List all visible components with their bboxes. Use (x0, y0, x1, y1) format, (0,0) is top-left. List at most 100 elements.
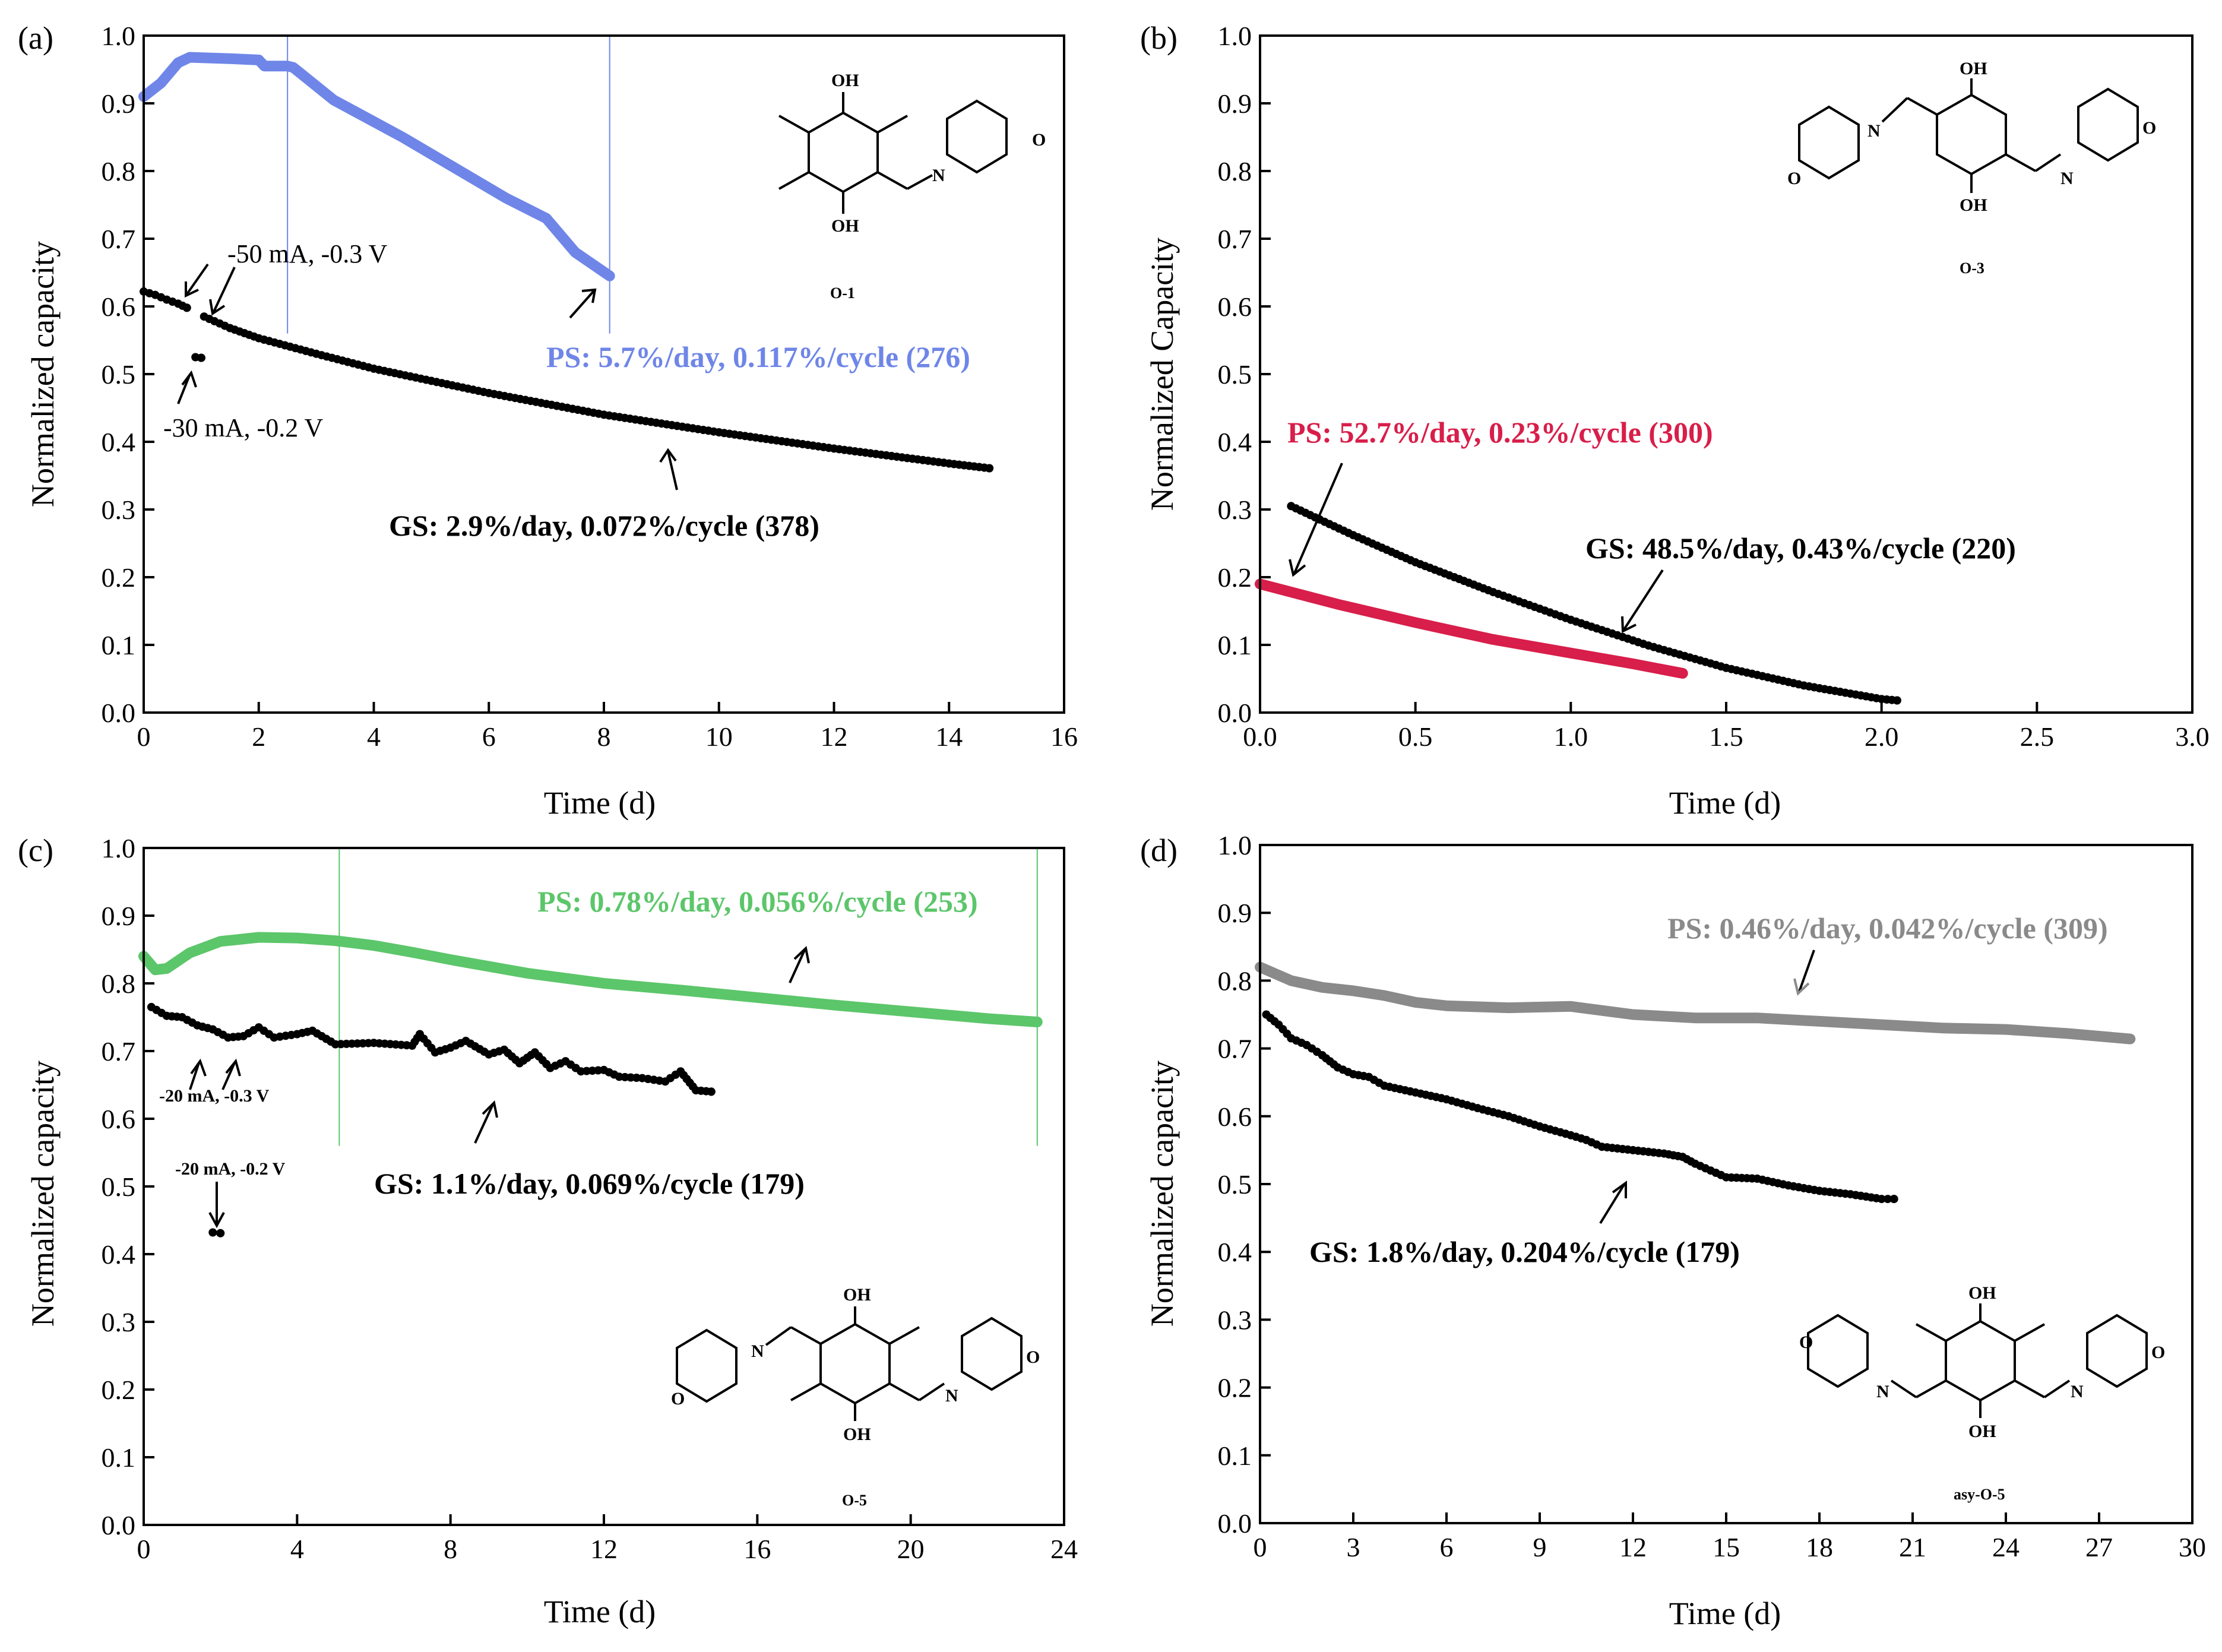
panel-b-plot (1255, 502, 1901, 705)
panel-a: (a) Normalized capacity Time (d) 0 2 4 6 8 10… (18, 20, 1078, 821)
panel-b-ytick-label: 0.0 (1218, 698, 1252, 728)
panel-a-mol-oh-bottom: OH (831, 216, 859, 236)
panel-c-xtick-label: 20 (897, 1534, 925, 1564)
panel-a-ytick-label: 0.0 (102, 698, 136, 728)
panel-c-ytick-label: 0.4 (102, 1239, 136, 1270)
panel-d-series-gs (1262, 1010, 1898, 1204)
panel-b-mol-label: O-3 (1960, 259, 1984, 277)
panel-b-xtick-label: 1.0 (1554, 721, 1588, 752)
panel-b-ticks: 0.0 0.5 1.0 1.5 2.0 2.5 3.0 0.0 0.1 0.2 0.3 0.4 0.5 0… (1218, 21, 2210, 752)
panel-a-mol-oh-top: OH (831, 71, 859, 90)
panel-b: (b) Normalized Capacity Time (d) 0.0 0.5 1… (1140, 20, 2210, 821)
panel-c-series-ps (138, 932, 1043, 1027)
panel-c-xtick-label: 12 (590, 1534, 618, 1564)
panel-a-mol-o: O (1032, 130, 1046, 150)
panel-d-xtick-label: 0 (1254, 1532, 1267, 1562)
panel-a-ytick-label: 0.4 (102, 427, 136, 457)
panel-b-mol-o-left: O (1787, 169, 1801, 188)
panel-b-ytick-label: 0.7 (1218, 224, 1252, 254)
panel-c-mol-oh-bottom: OH (843, 1425, 871, 1444)
panel-b-ps-annotation: PS: 52.7%/day, 0.23%/cycle (300) (1287, 416, 1713, 449)
panel-a-ytick-label: 0.2 (102, 562, 136, 593)
panel-b-ytick-label: 0.8 (1218, 156, 1252, 186)
panel-a-mol-label: O-1 (830, 284, 855, 302)
panel-d-tag: (d) (1140, 833, 1178, 868)
panel-a-xtick-label: 8 (597, 721, 611, 752)
panel-d-xtick-label: 21 (1899, 1532, 1926, 1562)
panel-a-ytick-label: 1.0 (102, 21, 136, 51)
panel-c-arrows (189, 946, 810, 1229)
panel-c-molecule: OH OH N O N O O-5 (671, 1285, 1040, 1509)
panel-c-condition-2: -20 mA, -0.2 V (175, 1159, 286, 1179)
panel-b-gs-annotation: GS: 48.5%/day, 0.43%/cycle (220) (1585, 531, 2016, 565)
panel-a-xtick-label: 6 (482, 721, 496, 752)
panel-d-xtick-label: 12 (1619, 1532, 1647, 1562)
panel-d-data-point (1889, 1195, 1898, 1204)
panel-b-ytick-label: 0.4 (1218, 427, 1252, 457)
panel-b-arrows (1289, 463, 1664, 634)
panel-b-mol-oh-bottom: OH (1960, 195, 1987, 215)
panel-a-data-point (985, 464, 994, 473)
panel-c-series-gs-drop (208, 1228, 225, 1238)
panel-b-mol-n-left: N (1868, 121, 1881, 141)
panel-a-frame (143, 34, 1065, 714)
panel-b-tag: (b) (1140, 20, 1178, 56)
panel-d-data-point (1877, 1195, 1886, 1204)
panel-c-data-point (707, 1087, 716, 1096)
panel-a-xtick-label: 16 (1050, 721, 1078, 752)
panel-c-xtick-label: 4 (290, 1534, 304, 1564)
panel-b-mol-n-right: N (2060, 169, 2074, 188)
panel-d-molecule: OH OH N O N O asy-O-5 (1799, 1283, 2165, 1503)
panel-a-gs-annotation: GS: 2.9%/day, 0.072%/cycle (378) (389, 509, 819, 542)
panel-d-xtick-label: 6 (1440, 1532, 1454, 1562)
panel-d-xtick-label: 24 (1992, 1532, 2020, 1562)
panel-d-ytick-label: 0.6 (1218, 1102, 1252, 1132)
panel-c-mol-oh-top: OH (843, 1285, 871, 1305)
panel-c-gs-annotation: GS: 1.1%/day, 0.069%/cycle (179) (374, 1167, 805, 1200)
panel-d-ylabel: Normalized capacity (1144, 1061, 1180, 1327)
panel-c-plot (138, 848, 1043, 1238)
panel-d-ytick-label: 1.0 (1218, 830, 1252, 860)
panel-b-ytick-label: 1.0 (1218, 21, 1252, 51)
panel-c-xtick-label: 16 (743, 1534, 771, 1564)
panel-c-xtick-label: 0 (137, 1534, 151, 1564)
panel-c-condition-1: -20 mA, -0.3 V (159, 1086, 270, 1106)
panel-b-ytick-label: 0.6 (1218, 292, 1252, 322)
panel-c-tag: (c) (18, 833, 53, 868)
panel-a-data-point (182, 303, 191, 312)
panel-b-ylabel: Normalized Capacity (1144, 238, 1180, 511)
panel-a-xlabel: Time (d) (544, 785, 656, 821)
panel-b-mol-o-right: O (2142, 118, 2156, 138)
panel-a-mol-n: N (932, 166, 945, 185)
panel-a-xtick-label: 4 (367, 721, 381, 752)
panel-d-mol-oh-bottom: OH (1968, 1422, 1996, 1441)
panel-c-mol-o-left: O (671, 1389, 685, 1409)
panel-c-ytick-label: 0.3 (102, 1307, 136, 1337)
panel-a-condition-2: -30 mA, -0.2 V (163, 413, 324, 442)
panel-b-xtick-label: 0.0 (1243, 721, 1277, 752)
panel-c-ytick-label: 0.0 (102, 1510, 136, 1540)
panel-c-xlabel: Time (d) (544, 1594, 656, 1629)
panel-a-series-gs-segment-1 (140, 287, 191, 312)
panel-c-data-point (208, 1228, 217, 1237)
panel-c-xtick-label: 8 (444, 1534, 457, 1564)
panel-c-mol-label: O-5 (842, 1492, 867, 1509)
panel-a-ytick-label: 0.3 (102, 495, 136, 525)
panel-d-ytick-label: 0.2 (1218, 1373, 1252, 1403)
panel-d-mol-n-right: N (2071, 1382, 2084, 1401)
panel-a-ylabel: Normalized capacity (25, 241, 61, 507)
panel-c-ytick-label: 0.2 (102, 1375, 136, 1405)
panel-b-xtick-label: 2.5 (2020, 721, 2055, 752)
panel-c-frame (143, 847, 1065, 1526)
panel-b-xtick-label: 3.0 (2175, 721, 2210, 752)
panel-a-ytick-label: 0.6 (102, 292, 136, 322)
panel-d-xtick-label: 30 (2179, 1532, 2206, 1562)
panel-a-xtick-label: 12 (821, 721, 848, 752)
panel-a-tag: (a) (18, 20, 53, 56)
panel-c-mol-n-left: N (751, 1341, 764, 1361)
panel-b-mol-oh-top: OH (1960, 59, 1987, 78)
panel-a-molecule: OH OH N O O-1 (778, 71, 1046, 302)
panel-d-mol-n-left: N (1876, 1382, 1889, 1401)
panel-d-xlabel: Time (d) (1669, 1596, 1781, 1631)
panel-c-ytick-label: 1.0 (102, 833, 136, 863)
